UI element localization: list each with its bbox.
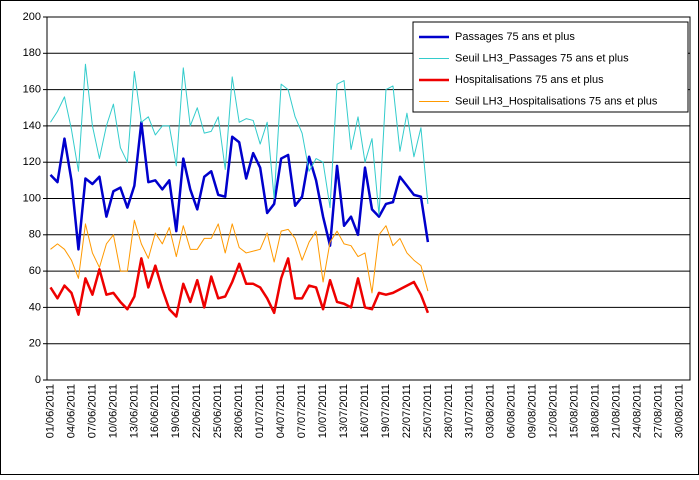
x-tick-label: 28/06/2011 [233,384,245,438]
x-tick-label: 04/07/2011 [275,384,287,438]
legend-label: Seuil LH3_Passages 75 ans et plus [455,52,629,64]
x-tick-label: 16/06/2011 [149,384,161,438]
series-line [49,121,430,251]
legend-label: Passages 75 ans et plus [455,31,575,43]
x-tick-label: 19/06/2011 [170,384,182,438]
y-tick-label: 200 [23,11,41,23]
x-tick-label: 09/08/2011 [527,384,539,438]
x-tick-label: 07/06/2011 [86,384,98,438]
y-tick-label: 120 [23,156,41,168]
legend-label: Hospitalisations 75 ans et plus [455,74,604,86]
y-tick-label: 100 [23,192,41,204]
x-tick-label: 01/07/2011 [254,384,266,438]
x-tick-label: 10/07/2011 [317,384,329,438]
x-tick-label: 10/06/2011 [107,384,119,438]
x-tick-label: 21/08/2011 [611,384,623,438]
x-tick-label: 25/07/2011 [422,384,434,438]
x-tick-label: 13/07/2011 [338,384,350,438]
y-tick-label: 20 [29,338,41,350]
y-tick-label: 0 [35,374,41,386]
x-tick-label: 27/08/2011 [652,384,664,438]
x-tick-label: 28/07/2011 [443,384,455,438]
series-line [50,63,429,216]
x-tick-label: 31/07/2011 [464,384,476,438]
x-tick-label: 12/08/2011 [548,384,560,438]
legend-label: Seuil LH3_Hospitalisations 75 ans et plu… [455,95,658,107]
y-tick-label: 180 [23,47,41,59]
x-tick-label: 06/08/2011 [506,384,518,438]
x-tick-label: 03/08/2011 [485,384,497,438]
y-tick-label: 80 [29,229,41,241]
x-tick-label: 07/07/2011 [296,384,308,438]
x-tick-label: 13/06/2011 [128,384,140,438]
x-tick-label: 15/08/2011 [569,384,581,438]
x-tick-label: 16/07/2011 [359,384,371,438]
series-line [49,257,430,318]
x-tick-label: 22/06/2011 [191,384,203,438]
y-tick-label: 140 [23,120,41,132]
x-tick-label: 25/06/2011 [212,384,224,438]
x-tick-label: 18/08/2011 [590,384,602,438]
y-tick-label: 160 [23,84,41,96]
x-tick-label: 30/08/2011 [673,384,685,438]
x-tick-label: 01/06/2011 [44,384,56,438]
y-tick-label: 40 [29,301,41,313]
legend-box [412,21,689,113]
x-tick-label: 04/06/2011 [65,384,77,438]
x-tick-label: 19/07/2011 [380,384,392,438]
x-tick-label: 24/08/2011 [631,384,643,438]
series-line [50,219,429,294]
y-tick-label: 60 [29,265,41,277]
x-tick-label: 22/07/2011 [401,384,413,438]
